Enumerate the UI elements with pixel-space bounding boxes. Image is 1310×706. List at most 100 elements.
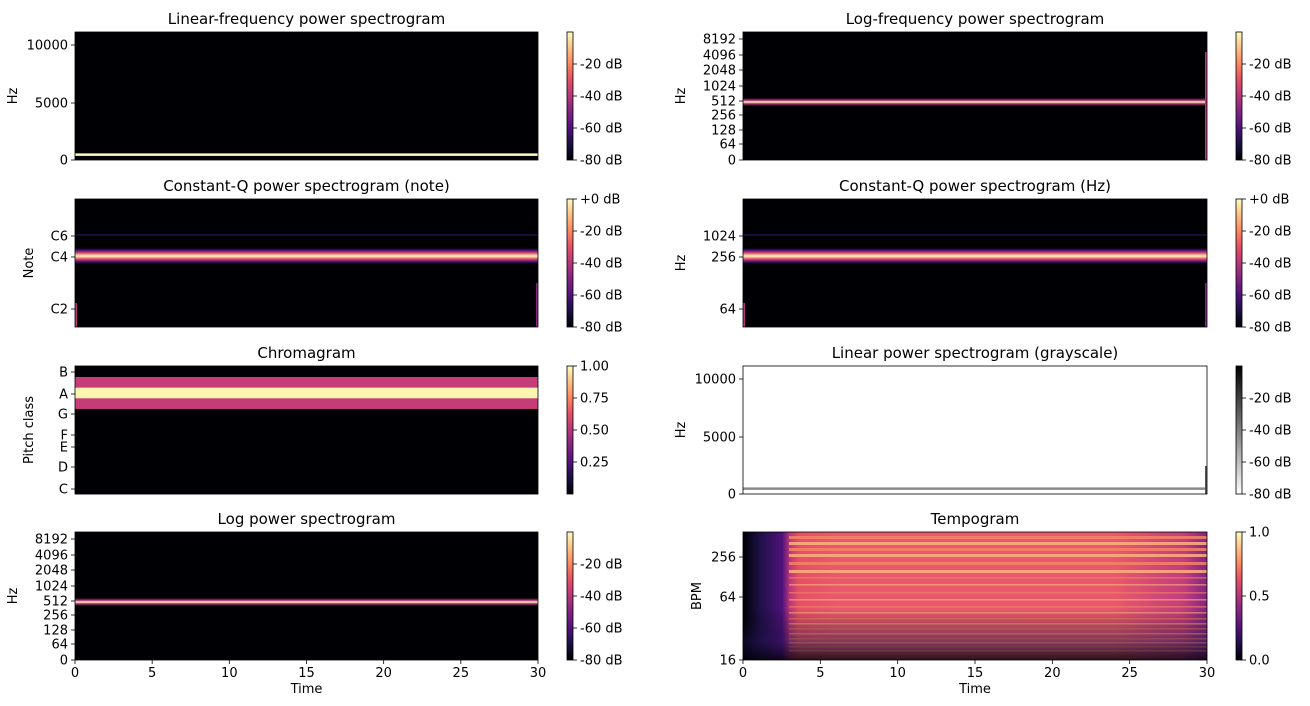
x-tick-label: 0 — [739, 666, 747, 681]
cqt-edge-left — [75, 303, 77, 327]
y-tick-label: 0 — [728, 488, 736, 503]
y-tick-label: 512 — [711, 95, 736, 110]
colorbar-tick-label: 0.50 — [580, 424, 609, 439]
cqt-harmonic — [743, 234, 1207, 236]
edge-transient — [1205, 52, 1207, 160]
y-tick-label: 1024 — [35, 580, 68, 595]
x-axis-label: Time — [290, 682, 323, 697]
colorbar-tick-label: -80 dB — [580, 154, 623, 169]
spectral-line — [743, 487, 1207, 490]
x-axis-label: Time — [958, 682, 991, 697]
y-tick-label: C6 — [51, 230, 68, 245]
chroma-row — [75, 483, 538, 495]
y-tick-label: 128 — [711, 124, 736, 139]
colorbar-tick-label: 1.00 — [580, 360, 609, 375]
colorbar-tick-label: -60 dB — [580, 622, 623, 637]
colorbar — [567, 532, 573, 660]
colorbar — [1236, 32, 1242, 160]
chart-title: Linear power spectrogram (grayscale) — [832, 344, 1119, 362]
axes-frame — [742, 198, 1208, 328]
y-axis-label: Hz — [674, 422, 689, 439]
y-tick-label: C2 — [51, 303, 68, 318]
x-tick-label: 20 — [1044, 666, 1061, 681]
y-tick-label: F — [61, 429, 68, 444]
x-tick-label: 10 — [889, 666, 906, 681]
colorbar-tick-label: -60 dB — [1249, 122, 1292, 137]
colorbar-tick-label: -20 dB — [1249, 392, 1292, 407]
colorbar-tick-label: -20 dB — [580, 558, 623, 573]
y-tick-label: 0 — [60, 654, 68, 669]
y-tick-label: 0 — [728, 154, 736, 169]
y-tick-label: 4096 — [35, 549, 68, 564]
edge-transient — [1205, 466, 1207, 494]
y-tick-label: 10000 — [27, 39, 68, 54]
cqt-harmonic — [75, 234, 538, 236]
colorbar-tick-label: 1.0 — [1249, 526, 1270, 541]
colorbar-tick-label: -80 dB — [1249, 154, 1292, 169]
colorbar-tick-label: -40 dB — [580, 90, 623, 105]
colorbar-tick-label: -60 dB — [1249, 289, 1292, 304]
spectral-line — [743, 98, 1207, 106]
y-axis-label: Hz — [6, 588, 21, 605]
colorbar — [1236, 532, 1242, 660]
axes-frame — [74, 198, 539, 328]
y-tick-label: 0 — [60, 154, 68, 169]
y-tick-label: 256 — [711, 109, 736, 124]
chart-title: Tempogram — [930, 510, 1020, 528]
y-tick-label: B — [59, 366, 68, 381]
colorbar-tick-label: -60 dB — [580, 289, 623, 304]
y-tick-label: G — [58, 408, 68, 423]
x-tick-label: 15 — [298, 666, 315, 681]
axes-frame — [742, 31, 1208, 161]
heatmap-background — [743, 366, 1207, 494]
x-tick-label: 10 — [221, 666, 238, 681]
y-tick-label: 2048 — [703, 64, 736, 79]
colorbar — [567, 366, 573, 494]
y-tick-label: 128 — [43, 624, 68, 639]
y-tick-label: 1024 — [703, 80, 736, 95]
colorbar-tick-label: -40 dB — [580, 257, 623, 272]
cqt-edge-right — [1205, 283, 1207, 327]
x-tick-label: 30 — [530, 666, 547, 681]
cqt-band — [75, 248, 538, 264]
colorbar-tick-label: -20 dB — [1249, 58, 1292, 73]
x-tick-label: 5 — [816, 666, 824, 681]
chroma-row — [75, 451, 538, 463]
colorbar-tick-label: 0.25 — [580, 456, 609, 471]
colorbar-tick-label: -80 dB — [1249, 488, 1292, 503]
y-tick-label: 64 — [719, 303, 736, 318]
y-tick-label: 8192 — [35, 533, 68, 548]
colorbar-tick-label: -80 dB — [1249, 321, 1292, 336]
chart-title: Log power spectrogram — [218, 510, 396, 528]
colorbar — [1236, 199, 1242, 327]
cqt-edge-left — [743, 303, 745, 327]
spectral-line — [75, 153, 538, 156]
heatmap-background — [75, 32, 538, 160]
x-tick-label: 15 — [967, 666, 984, 681]
colorbar-tick-label: 0.5 — [1249, 590, 1270, 605]
colorbar-tick-label: -40 dB — [580, 590, 623, 605]
y-axis-label: Note — [22, 248, 37, 279]
axes-frame — [74, 31, 539, 161]
y-tick-label: D — [58, 461, 68, 476]
y-tick-label: 10000 — [695, 373, 736, 388]
x-tick-label: 5 — [148, 666, 156, 681]
x-tick-label: 25 — [453, 666, 470, 681]
colorbar — [567, 199, 573, 327]
chroma-row — [75, 398, 538, 409]
axes-frame — [74, 365, 539, 495]
y-axis-label: BPM — [690, 582, 705, 610]
y-tick-label: 5000 — [703, 431, 736, 446]
y-tick-label: 64 — [51, 638, 68, 653]
colorbar-tick-label: -60 dB — [580, 122, 623, 137]
chroma-row — [75, 408, 538, 420]
y-tick-label: 4096 — [703, 49, 736, 64]
y-axis-label: Hz — [6, 88, 21, 105]
colorbar-tick-label: -40 dB — [1249, 257, 1292, 272]
y-axis-label: Hz — [674, 255, 689, 272]
y-tick-label: 256 — [43, 609, 68, 624]
chart-title: Linear-frequency power spectrogram — [168, 10, 445, 28]
colorbar — [1236, 366, 1242, 494]
y-tick-label: 256 — [711, 551, 736, 566]
x-tick-label: 25 — [1121, 666, 1138, 681]
